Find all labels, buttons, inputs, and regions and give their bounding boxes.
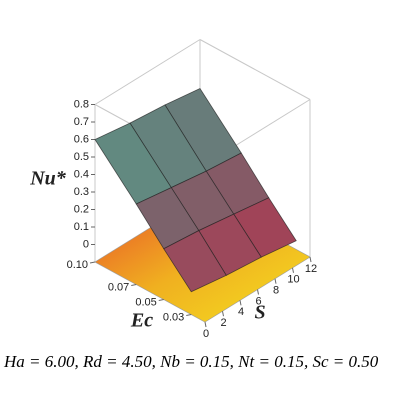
y-tick-label: 6 xyxy=(255,295,261,307)
y-tick xyxy=(222,311,224,317)
z-tick-label: 0.3 xyxy=(74,186,89,198)
caption: Ha = 6.00, Rd = 4.50, Nb = 0.15, Nt = 0.… xyxy=(4,352,379,371)
z-tick-label: 0 xyxy=(83,238,89,250)
y-axis-label: S xyxy=(254,302,265,324)
y-tick-label: 8 xyxy=(273,285,279,297)
x-tick-label: 0.05 xyxy=(135,296,156,308)
z-axis-label: Nu* xyxy=(29,168,67,190)
y-tick xyxy=(292,267,294,273)
x-tick xyxy=(131,284,137,286)
x-axis-label: Ec xyxy=(130,310,153,332)
z-tick-label: 0.8 xyxy=(74,98,89,110)
z-tick-label: 0.1 xyxy=(74,221,89,233)
z-tick-label: 0.5 xyxy=(74,151,89,163)
y-tick xyxy=(204,321,207,328)
y-tick xyxy=(309,256,312,263)
x-tick-label: 0.03 xyxy=(163,311,184,323)
y-tick-label: 4 xyxy=(238,306,244,318)
y-tick-label: 10 xyxy=(287,274,299,286)
surface-patch xyxy=(163,230,227,293)
x-tick xyxy=(158,299,164,301)
y-tick xyxy=(257,289,259,295)
y-tick-label: 2 xyxy=(220,317,226,329)
x-tick-label: 0.10 xyxy=(67,259,88,271)
y-tick xyxy=(274,278,277,284)
y-tick-label: 12 xyxy=(305,263,317,275)
x-tick-label: 0.07 xyxy=(108,281,129,293)
box-edge xyxy=(199,39,311,100)
x-tick xyxy=(186,314,192,316)
y-tick xyxy=(239,300,242,306)
chart: 0.030.050.070.1002468101200.10.20.30.40.… xyxy=(29,39,317,340)
x-tick xyxy=(89,261,96,264)
z-tick-label: 0.4 xyxy=(74,168,89,180)
y-tick-label: 0 xyxy=(203,328,209,340)
z-tick-label: 0.6 xyxy=(74,133,89,145)
z-tick-label: 0.2 xyxy=(74,203,89,215)
box-edge xyxy=(94,39,201,105)
z-tick-label: 0.7 xyxy=(74,116,89,128)
